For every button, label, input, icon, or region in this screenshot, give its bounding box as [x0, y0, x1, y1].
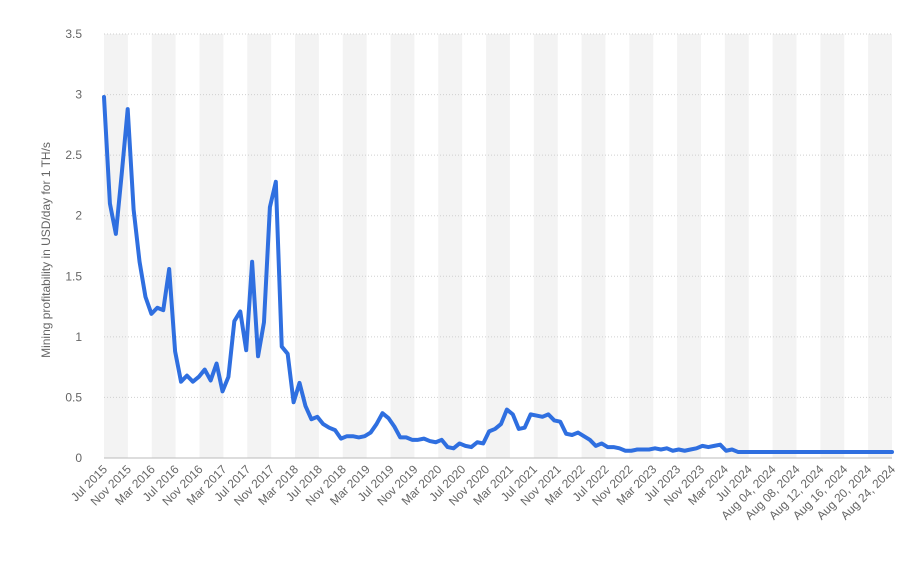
column-band — [247, 34, 272, 458]
column-band — [868, 34, 892, 458]
column-band — [486, 34, 510, 458]
y-axis-label: Mining profitability in USD/day for 1 TH… — [39, 142, 53, 358]
y-tick-label: 0.5 — [65, 390, 82, 404]
column-bands — [104, 34, 892, 458]
column-band — [629, 34, 654, 458]
column-band — [724, 34, 749, 458]
column-band — [581, 34, 606, 458]
column-band — [677, 34, 701, 458]
y-tick-label: 2.5 — [65, 148, 82, 162]
column-band — [533, 34, 558, 458]
y-tick-label: 0 — [75, 451, 82, 465]
series-line — [102, 94, 894, 454]
column-band — [104, 34, 128, 458]
column-band — [151, 34, 176, 458]
column-band — [199, 34, 224, 458]
column-band — [390, 34, 415, 458]
y-axis-ticks: 0 0.5 1 1.5 2 2.5 3 3.5 — [65, 27, 82, 465]
column-band — [295, 34, 319, 458]
y-tick-label: 3 — [75, 88, 82, 102]
y-tick-label: 1 — [75, 330, 82, 344]
y-tick-label: 3.5 — [65, 27, 82, 41]
column-band — [342, 34, 367, 458]
y-tick-label: 1.5 — [65, 269, 82, 283]
y-tick-label: 2 — [75, 209, 82, 223]
column-band — [772, 34, 797, 458]
gridlines — [104, 33, 892, 459]
column-band — [438, 34, 463, 458]
column-band — [820, 34, 845, 458]
